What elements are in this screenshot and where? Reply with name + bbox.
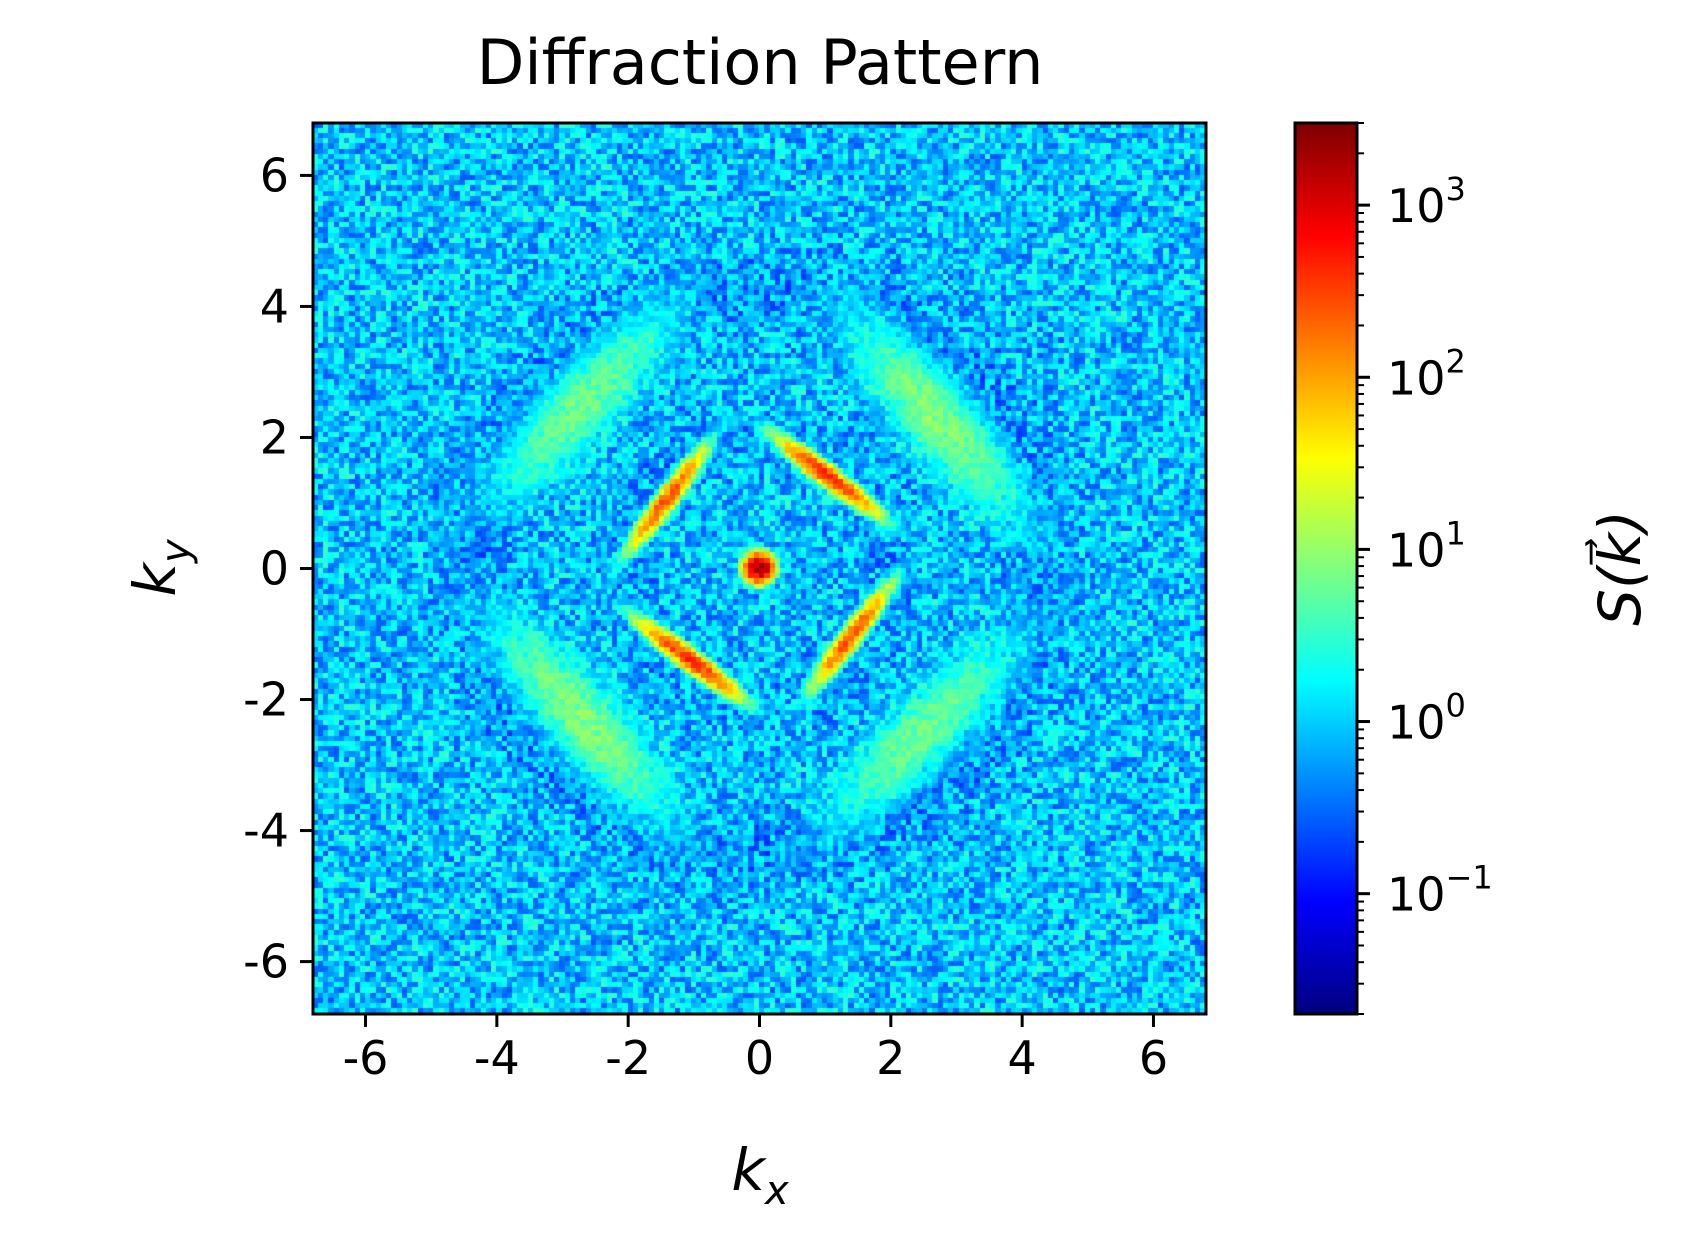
y-axis-ticks: -6 -4 -2 0 2 4 6: [243, 148, 313, 989]
colorbar-tick-base: 10: [1387, 868, 1446, 922]
x-tick-label: -4: [474, 1031, 520, 1085]
y-axis-label: ky: [121, 538, 199, 597]
colorbar-tick-label: 101: [1387, 514, 1466, 577]
y-tick-label: -6: [243, 935, 289, 989]
colorbar-tick-label: 102: [1387, 342, 1466, 405]
colorbar-tick-base: 10: [1387, 523, 1446, 577]
y-tick-label: 0: [260, 542, 289, 596]
colorbar-tick-base: 10: [1387, 351, 1446, 405]
colorbar-tick-base: 10: [1387, 696, 1446, 750]
x-tick-label: -2: [605, 1031, 651, 1085]
x-tick-label: 2: [876, 1031, 905, 1085]
y-tick-label: -2: [243, 673, 289, 727]
x-axis-ticks: -6 -4 -2 0 2 4 6: [343, 1014, 1168, 1085]
y-axis-label-base: k: [121, 561, 189, 597]
colorbar-tick-label: 103: [1387, 170, 1466, 233]
y-axis-label-sub: y: [153, 538, 199, 564]
x-axis-label: kx: [731, 1136, 789, 1214]
colorbar-tick-exp: 0: [1446, 687, 1466, 725]
colorbar-label: S(k⃗): [1584, 510, 1654, 626]
x-tick-label: 6: [1139, 1031, 1168, 1085]
plot-frame: [311, 121, 1208, 1016]
y-tick-label: 4: [260, 279, 289, 333]
x-axis-label-sub: x: [763, 1168, 789, 1214]
colorbar-tick-label: 10−1: [1387, 859, 1493, 922]
x-tick-label: 0: [745, 1031, 774, 1085]
colorbar-tick-label: 100: [1387, 687, 1466, 750]
colorbar-tick-exp: −1: [1446, 859, 1493, 897]
colorbar-tick-exp: 1: [1446, 514, 1466, 552]
x-axis-label-base: k: [731, 1136, 767, 1204]
colorbar-tick-exp: 2: [1446, 342, 1466, 380]
colorbar-frame: [1293, 121, 1359, 1016]
colorbar-tick-exp: 3: [1446, 170, 1466, 208]
y-tick-label: -4: [243, 804, 289, 858]
colorbar-gradient: [1295, 123, 1357, 1014]
y-tick-label: 6: [260, 148, 289, 202]
x-tick-label: 4: [1008, 1031, 1037, 1085]
chart-title: Diffraction Pattern: [477, 26, 1044, 99]
colorbar-tick-base: 10: [1387, 179, 1446, 233]
heatmap-image: [313, 123, 1206, 1014]
y-tick-label: 2: [260, 410, 289, 464]
x-tick-label: -6: [343, 1031, 389, 1085]
